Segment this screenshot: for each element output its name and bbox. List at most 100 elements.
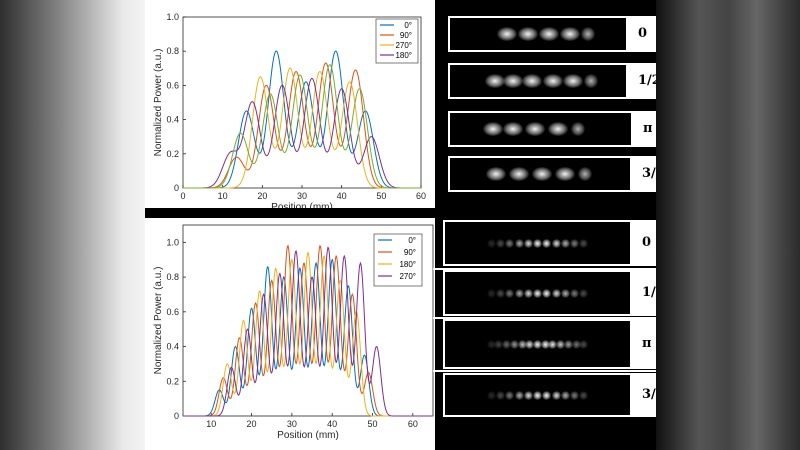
beam-spot — [580, 27, 595, 41]
phase-label: 0 — [638, 26, 648, 41]
x-tick-label: 0 — [180, 191, 185, 201]
x-tick-label: 20 — [257, 191, 267, 201]
legend-box — [373, 233, 423, 287]
beam-image-row: 0 — [448, 16, 656, 52]
y-tick-label: 1.0 — [166, 12, 179, 22]
y-axis-label: Normalized Power (a.u.) — [153, 49, 164, 157]
beam-spot — [570, 288, 579, 298]
legend-label: 0° — [404, 21, 412, 30]
beam-spot — [514, 288, 524, 298]
beam-image-row: 0 — [443, 220, 656, 266]
beam-image-row: π — [448, 111, 656, 147]
top-chart: 0 10 20 30 40 50 60 0 0.2 0.4 0.6 0.8 1.0 Position (m… — [153, 12, 426, 208]
beam-spot — [556, 339, 566, 349]
left-blurred-background — [0, 0, 145, 450]
y-tick-label: 0.2 — [166, 149, 179, 159]
right-blurred-background — [656, 0, 800, 450]
legend-box — [375, 18, 419, 64]
beam-spot — [560, 238, 570, 248]
y-tick-label: 0 — [174, 183, 179, 193]
beam-spot — [485, 167, 506, 181]
beam-spot — [531, 167, 552, 181]
beam-spot — [542, 288, 552, 298]
beam-spot — [494, 339, 504, 349]
beam-image-row: 3/ — [443, 373, 656, 417]
phase-label: π — [642, 336, 652, 351]
beam-spot — [560, 288, 570, 298]
beam-spot — [514, 238, 524, 248]
x-tick-label: 60 — [408, 419, 418, 429]
beam-spot — [583, 74, 598, 88]
y-axis-label: Normalized Power (a.u.) — [153, 267, 164, 375]
beam-image — [450, 65, 626, 97]
legend-label: 90° — [400, 31, 412, 40]
phase-label: 1/ — [642, 285, 656, 300]
y-tick-label: 0.4 — [166, 115, 179, 125]
beam-spot — [579, 238, 589, 248]
beam-spot — [508, 167, 529, 181]
legend-label: 270° — [395, 41, 412, 50]
x-tick-label: 20 — [247, 419, 257, 429]
y-tick-label: 0.8 — [166, 272, 179, 282]
beam-spot — [484, 74, 505, 88]
x-tick-label: 30 — [287, 419, 297, 429]
beam-spot — [486, 390, 496, 400]
series-line — [183, 77, 421, 189]
legend-label: 0° — [408, 236, 416, 245]
beam-spot — [522, 74, 543, 88]
beam-spot — [533, 390, 542, 400]
beam-image-row: 1/2 — [448, 63, 656, 99]
beam-spot — [542, 238, 552, 248]
beam-image-row: 1/ — [443, 270, 656, 316]
x-axis-label: Position (mm) — [277, 430, 339, 441]
beam-spot — [540, 339, 550, 349]
beam-spot — [579, 390, 589, 400]
beam-spot — [547, 122, 568, 136]
beam-image-row: π — [443, 319, 656, 369]
beam-spot — [496, 27, 517, 41]
beam-image — [445, 321, 630, 367]
beam-spot — [517, 339, 527, 349]
beam-spot — [551, 288, 561, 298]
beam-spot — [543, 74, 564, 88]
series-line — [183, 62, 421, 189]
y-tick-label: 0 — [174, 411, 179, 421]
top-chart-panel: 0 10 20 30 40 50 60 0 0.2 0.4 0.6 0.8 1.0 Position (m… — [145, 0, 435, 208]
beam-spot — [509, 339, 519, 349]
beam-spot — [496, 288, 505, 298]
y-tick-label: 1.0 — [166, 237, 179, 247]
beam-image — [445, 375, 630, 415]
beam-spot — [523, 390, 533, 400]
beam-spot — [570, 238, 579, 248]
beam-spot — [571, 339, 581, 349]
x-tick-label: 40 — [327, 419, 337, 429]
beam-spot — [505, 288, 515, 298]
beam-spot — [551, 238, 561, 248]
phase-label: 3/2 — [642, 166, 656, 181]
x-tick-label: 10 — [206, 419, 216, 429]
row-divider — [433, 370, 656, 372]
y-tick-label: 0.4 — [166, 342, 179, 352]
beam-image — [445, 272, 630, 314]
series-line — [183, 64, 421, 189]
beam-spot — [551, 390, 561, 400]
x-tick-label: 50 — [376, 191, 386, 201]
beam-spot — [542, 390, 552, 400]
beam-spot — [570, 390, 579, 400]
beam-spot — [483, 122, 504, 136]
x-tick-label: 40 — [337, 191, 347, 201]
phase-label: 1/2 — [638, 73, 656, 88]
phase-label: π — [643, 121, 653, 136]
phase-label: 3/ — [642, 387, 656, 402]
x-tick-label: 50 — [368, 419, 378, 429]
y-tick-label: 0.6 — [166, 307, 179, 317]
series-line — [183, 50, 421, 189]
bottom-chart: 10 20 30 40 50 60 0 0.2 0.4 0.6 0.8 1.0 Position (mm… — [153, 224, 434, 441]
beam-spot — [563, 339, 573, 349]
beam-image — [450, 158, 630, 190]
beam-spot — [548, 339, 558, 349]
series-line — [183, 67, 421, 189]
phase-label: 0 — [642, 235, 652, 250]
beam-spot — [496, 390, 505, 400]
y-tick-label: 0.8 — [166, 46, 179, 56]
